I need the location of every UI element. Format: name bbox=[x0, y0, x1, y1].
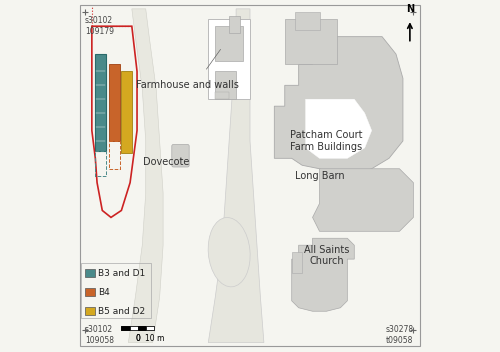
Text: N: N bbox=[406, 4, 414, 14]
Text: B5 and D2: B5 and D2 bbox=[98, 307, 145, 316]
Polygon shape bbox=[122, 71, 132, 153]
Bar bbox=[130, 326, 138, 331]
Polygon shape bbox=[292, 238, 354, 311]
Polygon shape bbox=[229, 16, 239, 33]
Bar bbox=[82, 263, 151, 318]
Bar bbox=[85, 307, 94, 315]
Bar bbox=[85, 288, 94, 296]
Text: 10 m: 10 m bbox=[144, 334, 164, 343]
FancyBboxPatch shape bbox=[172, 144, 189, 167]
Bar bbox=[146, 326, 154, 331]
Text: All Saints
Church: All Saints Church bbox=[304, 245, 349, 266]
Text: B3 and D1: B3 and D1 bbox=[98, 269, 146, 277]
Ellipse shape bbox=[208, 218, 250, 287]
Bar bbox=[138, 326, 146, 331]
Text: s30102
109058: s30102 109058 bbox=[85, 325, 114, 345]
Polygon shape bbox=[208, 19, 250, 99]
Bar bbox=[122, 326, 130, 331]
Text: B4: B4 bbox=[98, 288, 110, 297]
Text: Long Barn: Long Barn bbox=[294, 171, 344, 181]
Polygon shape bbox=[215, 26, 243, 61]
Text: Patcham Court
Farm Buildings: Patcham Court Farm Buildings bbox=[290, 130, 362, 152]
Polygon shape bbox=[306, 99, 372, 158]
Text: Dovecote: Dovecote bbox=[144, 157, 190, 167]
Polygon shape bbox=[96, 54, 106, 151]
Bar bbox=[85, 269, 94, 277]
Polygon shape bbox=[295, 12, 320, 30]
Text: 0: 0 bbox=[136, 334, 140, 343]
Polygon shape bbox=[312, 169, 414, 231]
Polygon shape bbox=[109, 64, 120, 141]
Polygon shape bbox=[285, 19, 337, 64]
Polygon shape bbox=[292, 252, 302, 273]
Text: 0: 0 bbox=[136, 334, 140, 343]
Text: s30278
t09058: s30278 t09058 bbox=[385, 325, 414, 345]
Polygon shape bbox=[274, 37, 403, 176]
Bar bbox=[122, 326, 130, 331]
Polygon shape bbox=[215, 92, 229, 99]
Polygon shape bbox=[128, 9, 163, 342]
Bar bbox=[146, 326, 154, 331]
Text: s30102
109179: s30102 109179 bbox=[85, 16, 114, 36]
Bar bbox=[138, 326, 146, 331]
Bar bbox=[130, 326, 138, 331]
Polygon shape bbox=[208, 9, 264, 342]
Text: Farmhouse and walls: Farmhouse and walls bbox=[136, 80, 239, 90]
Polygon shape bbox=[215, 71, 236, 99]
